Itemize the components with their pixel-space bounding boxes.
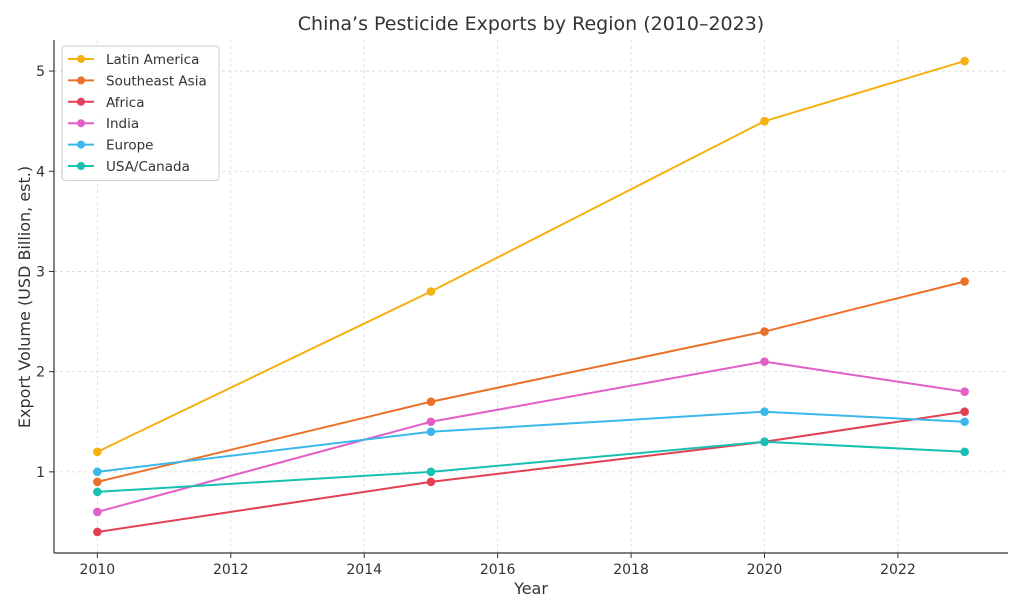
data-point-india-2020 bbox=[760, 357, 769, 366]
legend: Latin America Southeast Asia Africa India Eu… bbox=[61, 45, 220, 181]
y-tick-label-3: 3 bbox=[36, 264, 45, 280]
data-point-europe-2023 bbox=[960, 417, 969, 427]
x-tick-label-2020: 2020 bbox=[747, 562, 783, 578]
data-point-europe-2010 bbox=[93, 467, 102, 477]
data-point-india-2023 bbox=[960, 387, 969, 396]
y-tick-label-2: 2 bbox=[36, 365, 45, 381]
legend-swatch-marker-latin-america bbox=[77, 55, 85, 63]
series-line-usa-canada bbox=[97, 440, 965, 493]
legend-label-europe: Europe bbox=[106, 138, 153, 154]
series-usa-canada bbox=[93, 437, 969, 497]
x-tick-label-2012: 2012 bbox=[213, 562, 249, 578]
y-tick-label-5: 5 bbox=[36, 64, 45, 80]
series-europe bbox=[93, 407, 969, 477]
chart-title: China’s Pesticide Exports by Region (201… bbox=[298, 13, 764, 35]
x-tick-label-2022: 2022 bbox=[880, 562, 916, 578]
data-point-europe-2020 bbox=[760, 407, 769, 417]
legend-swatch-marker-southeast-asia bbox=[77, 76, 85, 85]
data-point-latin-america-2023 bbox=[960, 56, 969, 66]
legend-label-southeast-asia: Southeast Asia bbox=[106, 73, 207, 89]
data-point-africa-2023 bbox=[960, 407, 969, 417]
legend-swatch-marker-europe bbox=[77, 140, 85, 149]
data-point-africa-2010 bbox=[93, 527, 102, 537]
x-tick-label-2010: 2010 bbox=[80, 562, 116, 578]
legend-swatch-marker-india bbox=[77, 119, 85, 128]
data-point-usa-canada-2015 bbox=[426, 467, 436, 477]
data-point-southeast-asia-2020 bbox=[760, 327, 769, 336]
x-axis-title: Year bbox=[513, 579, 548, 598]
axis-ticks: 2010 2012 2014 2016 2018 2020 2022 1 2 3 4 5 bbox=[36, 64, 916, 578]
series-lines bbox=[93, 56, 969, 537]
data-point-latin-america-2020 bbox=[760, 116, 769, 126]
x-tick-label-2014: 2014 bbox=[346, 562, 382, 578]
legend-item-india: India bbox=[68, 116, 139, 132]
data-point-europe-2015 bbox=[426, 427, 436, 437]
x-tick-label-2016: 2016 bbox=[480, 562, 516, 578]
legend-item-africa: Africa bbox=[68, 95, 145, 111]
series-line-europe bbox=[97, 410, 965, 473]
legend-label-latin-america: Latin America bbox=[106, 52, 199, 68]
series-line-latin-america bbox=[96, 60, 965, 453]
data-point-india-2015 bbox=[426, 417, 436, 427]
y-tick-label-4: 4 bbox=[36, 164, 45, 180]
data-point-latin-america-2015 bbox=[426, 287, 436, 296]
y-axis-title: Export Volume (USD Billion, est.) bbox=[15, 166, 34, 428]
x-tick-label-2018: 2018 bbox=[613, 562, 649, 578]
series-line-southeast-asia bbox=[97, 280, 965, 483]
series-line-africa bbox=[97, 410, 965, 533]
series-india bbox=[93, 357, 969, 517]
series-latin-america bbox=[93, 56, 969, 457]
axes bbox=[53, 40, 1008, 554]
data-point-usa-canada-2010 bbox=[93, 487, 102, 497]
legend-box bbox=[61, 45, 220, 181]
data-point-latin-america-2010 bbox=[93, 447, 102, 457]
grid-lines bbox=[54, 40, 1008, 553]
data-point-africa-2015 bbox=[426, 477, 436, 487]
legend-label-usa-canada: USA/Canada bbox=[106, 159, 190, 175]
legend-swatch-marker-usa-canada bbox=[77, 162, 85, 170]
legend-item-usa-canada: USA/Canada bbox=[68, 159, 190, 175]
series-southeast-asia bbox=[93, 277, 969, 487]
y-tick-label-1: 1 bbox=[36, 465, 45, 481]
legend-label-india: India bbox=[106, 116, 139, 132]
legend-swatch-marker-africa bbox=[77, 97, 85, 106]
legend-label-africa: Africa bbox=[106, 95, 145, 111]
data-point-southeast-asia-2010 bbox=[93, 477, 102, 487]
series-line-india bbox=[97, 360, 965, 513]
data-point-india-2010 bbox=[93, 507, 102, 517]
legend-item-latin-america: Latin America bbox=[68, 52, 199, 68]
data-point-usa-canada-2023 bbox=[960, 447, 969, 457]
data-point-southeast-asia-2015 bbox=[426, 397, 436, 407]
data-point-usa-canada-2020 bbox=[760, 437, 769, 447]
legend-item-europe: Europe bbox=[68, 138, 153, 154]
data-point-southeast-asia-2023 bbox=[960, 277, 969, 286]
legend-item-southeast-asia: Southeast Asia bbox=[68, 73, 207, 89]
